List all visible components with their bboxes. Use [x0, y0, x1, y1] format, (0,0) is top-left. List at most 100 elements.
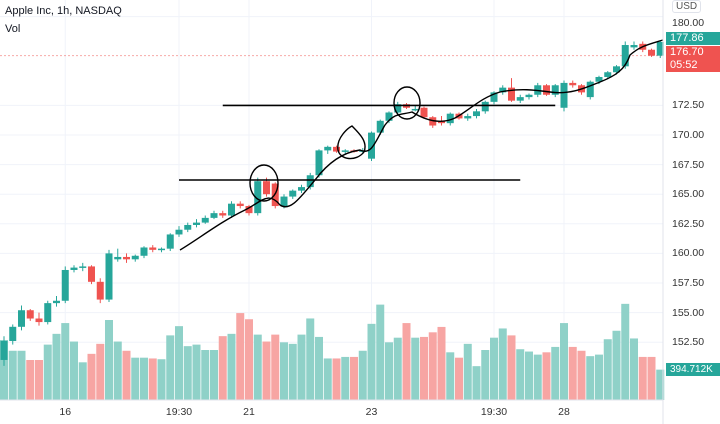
candle-body — [595, 76, 603, 82]
candle — [569, 80, 577, 88]
volume-bar — [148, 358, 157, 400]
volume-bar — [595, 354, 603, 400]
volume-bar — [612, 330, 621, 400]
volume-bar — [490, 337, 498, 400]
volume-bar — [656, 369, 665, 400]
volume-bar — [323, 358, 332, 400]
price-tick: 170.00 — [672, 129, 705, 141]
candle — [446, 112, 454, 126]
volume-bar — [472, 366, 481, 400]
candle-body — [123, 256, 130, 260]
candle-body — [481, 101, 489, 112]
candle — [18, 305, 25, 331]
price-tick: 165.00 — [672, 188, 705, 201]
candle-body — [35, 318, 43, 323]
candle-body — [149, 247, 157, 250]
volume-bar — [96, 343, 105, 400]
candle — [368, 131, 375, 162]
volume-bar — [420, 336, 428, 400]
volume-bar — [315, 336, 323, 400]
candle — [175, 226, 183, 237]
candle — [648, 48, 655, 57]
candle-body — [420, 107, 428, 118]
candle — [341, 149, 349, 154]
candle — [254, 177, 262, 216]
time-tick: 19:30 — [165, 406, 193, 418]
candle — [411, 105, 419, 112]
volume-bar — [358, 350, 367, 400]
candle — [140, 246, 148, 259]
price-tick: 157.50 — [672, 277, 705, 289]
candle-body — [438, 120, 445, 124]
candle-body — [53, 300, 60, 304]
candle-body — [516, 97, 524, 101]
candle-body — [263, 181, 270, 195]
candle-body — [569, 82, 577, 86]
candle-body — [446, 113, 454, 124]
candle-body — [464, 116, 472, 119]
volume-bar — [210, 350, 218, 400]
candle-body — [429, 117, 437, 126]
candle-body — [254, 181, 262, 214]
candle-body — [499, 87, 507, 93]
candle-body — [508, 87, 515, 101]
candle-body — [114, 256, 122, 260]
volume-bar — [481, 350, 490, 400]
candle — [70, 265, 78, 273]
candle-body — [648, 49, 655, 56]
hand-drawn-annotation — [179, 39, 664, 251]
candle — [333, 145, 340, 153]
candle-body — [551, 85, 559, 95]
volume-bar — [166, 335, 175, 400]
candle — [315, 149, 323, 178]
candle — [481, 100, 489, 114]
volume-bar — [332, 358, 341, 400]
volume-bar — [253, 334, 262, 400]
candle — [245, 204, 253, 216]
time-tick: 23 — [365, 406, 378, 418]
volume-bar — [551, 346, 560, 400]
candle-body — [184, 224, 192, 230]
price-tick: 160.00 — [672, 247, 705, 260]
candle-body — [586, 81, 594, 98]
prev-price-tag: 176.70 — [666, 46, 720, 59]
volume-bar — [227, 333, 236, 400]
candle — [158, 247, 165, 253]
volume-bar — [577, 350, 586, 400]
candle-body — [0, 341, 8, 360]
volume-bar — [630, 338, 638, 400]
volume-bar — [376, 304, 385, 400]
volume-bar — [218, 336, 227, 400]
candle — [228, 201, 235, 218]
candle-body — [236, 203, 244, 207]
symbol-title[interactable]: Apple Inc, 1h, NASDAQ — [5, 5, 122, 17]
candle-body — [394, 104, 402, 113]
volume-bar — [201, 350, 210, 400]
volume-bar — [8, 350, 17, 400]
candle-body — [490, 92, 498, 102]
candle — [394, 101, 402, 115]
volume-bar — [393, 337, 402, 400]
volume-bar — [455, 357, 463, 400]
candle — [88, 265, 95, 285]
volume-bar — [498, 328, 507, 400]
volume-label[interactable]: Vol — [5, 23, 21, 35]
volume-bar — [385, 342, 393, 400]
volume-bar — [446, 352, 455, 400]
candle — [184, 222, 192, 233]
volume-bar — [43, 344, 52, 400]
annotations — [179, 104, 556, 181]
candle-body — [306, 175, 314, 188]
time-tick: 16 — [59, 406, 72, 418]
candle-body — [656, 41, 664, 56]
price-tick: 152.50 — [672, 336, 705, 349]
volume-bar — [621, 303, 630, 400]
candle — [306, 172, 314, 190]
volume-bar — [463, 343, 472, 400]
volume-bar — [516, 349, 525, 400]
volume-bar — [17, 350, 26, 400]
candle-body — [175, 229, 183, 235]
currency-button[interactable]: USD — [672, 0, 702, 13]
volume-bar — [122, 350, 131, 400]
